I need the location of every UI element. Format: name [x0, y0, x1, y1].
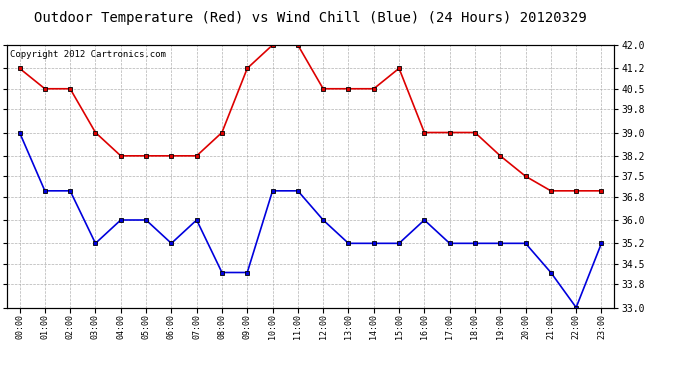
Text: Copyright 2012 Cartronics.com: Copyright 2012 Cartronics.com — [10, 50, 166, 59]
Text: Outdoor Temperature (Red) vs Wind Chill (Blue) (24 Hours) 20120329: Outdoor Temperature (Red) vs Wind Chill … — [34, 11, 587, 25]
